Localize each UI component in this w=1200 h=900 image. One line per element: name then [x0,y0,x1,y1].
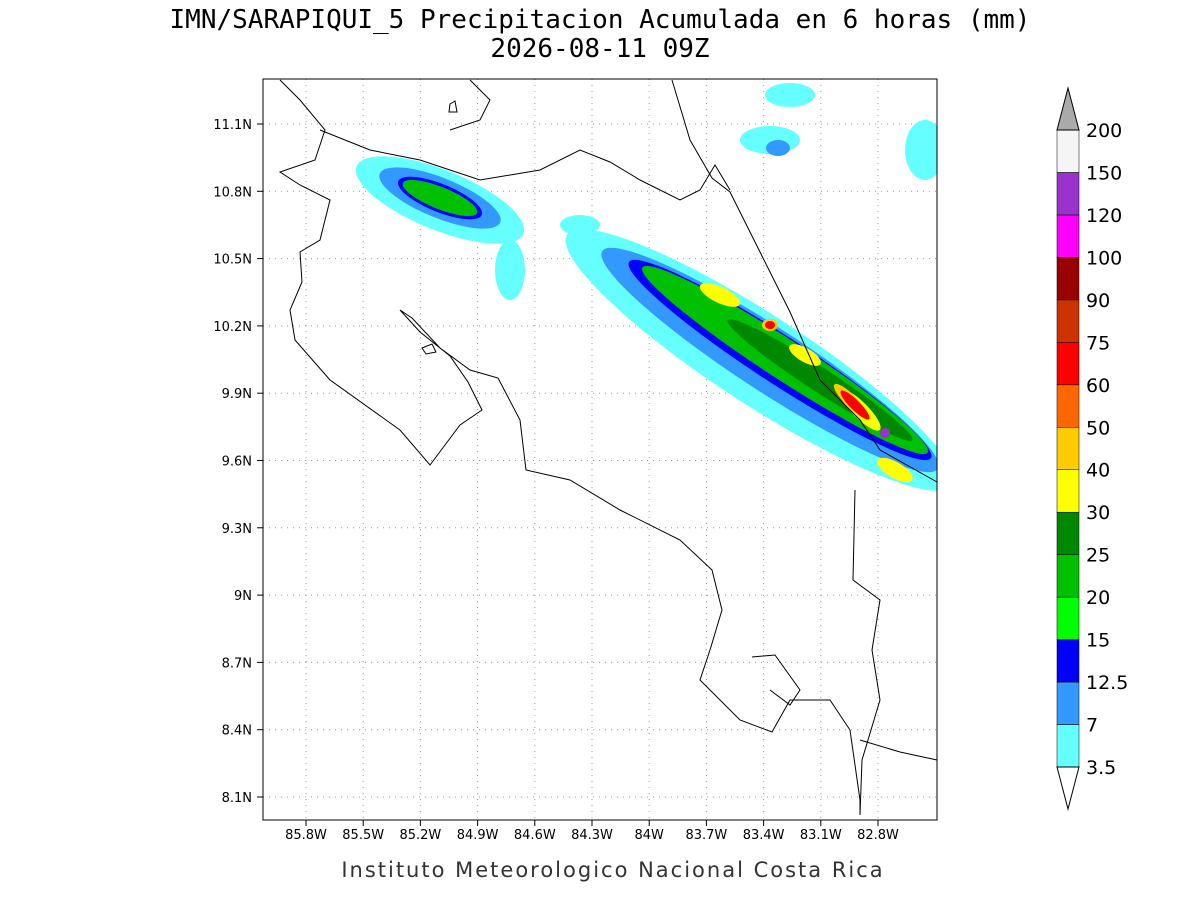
lon-label: 83.7W [685,828,727,843]
color-segment [1056,214,1080,258]
color-segment [1056,639,1080,683]
colorbar-label: 150 [1086,162,1122,184]
lon-label: 85.8W [285,828,327,843]
lon-label: 85.2W [399,828,441,843]
colorbar-label: 15 [1086,630,1110,652]
colorbar-label: 7 [1086,715,1098,737]
color-segment [1056,724,1080,768]
lon-label: 84.6W [514,828,556,843]
color-segment [1056,681,1080,725]
lon-label: 84.3W [571,828,613,843]
subtitle: 2026-08-11 09Z [490,34,709,64]
lon-label: 85.5W [342,828,384,843]
color-segment [1056,511,1080,555]
color-segment [1056,257,1080,301]
colorbar-label: 12.5 [1086,672,1128,694]
colorbar-label: 30 [1086,502,1110,524]
lon-label: 83.4W [743,828,785,843]
colorbar-label: 200 [1086,120,1122,142]
color-segment [1056,129,1080,173]
lat-label: 10.5N [213,253,252,268]
lat-label: 9.3N [222,522,252,537]
colorbar-label: 40 [1086,460,1110,482]
lat-label: 9.6N [222,455,252,470]
colorbar-label: 25 [1086,545,1110,567]
color-segment [1056,172,1080,216]
colorbar-label: 50 [1086,417,1110,439]
lat-label: 9N [234,589,252,604]
lat-label: 10.8N [213,185,252,200]
colorbar: 3.5 7 12.5 15 20 25 30 40 50 60 75 90 100 120 150 200 [1056,86,1128,811]
colorbar-label: 60 [1086,375,1110,397]
colorbar-label: 75 [1086,332,1110,354]
title: IMN/SARAPIQUI_5 Precipitacion Acumulada … [170,5,1031,35]
lon-label: 83.1W [800,828,842,843]
color-segment [1056,554,1080,598]
color-segment [1056,299,1080,343]
colorbar-label: 100 [1086,247,1122,269]
map-frame [262,78,938,821]
lat-label: 8.4N [222,724,252,739]
lat-label: 8.7N [222,656,252,671]
lat-label: 8.1N [222,791,252,806]
color-segment [1056,342,1080,386]
precipitation [355,83,937,491]
lon-label: 82.8W [857,828,899,843]
under-triangle [1056,766,1080,811]
colorbar-label: 20 [1086,587,1110,609]
color-segment [1056,427,1080,470]
colorbar-label: 3.5 [1086,757,1116,779]
coastline [278,79,938,816]
color-segment [1056,384,1080,428]
colorbar-label: 120 [1086,205,1122,227]
footer: Instituto Meteorologico Nacional Costa R… [341,858,884,882]
lat-label: 11.1N [213,118,252,133]
colorbar-label: 90 [1086,290,1110,312]
over-triangle [1056,86,1080,131]
lon-label: 84.9W [457,828,499,843]
map [262,78,938,821]
color-segment [1056,469,1080,513]
lat-label: 9.9N [222,387,252,402]
color-segment [1056,596,1080,640]
lat-label: 10.2N [213,320,252,335]
lon-label: 84W [634,828,664,843]
